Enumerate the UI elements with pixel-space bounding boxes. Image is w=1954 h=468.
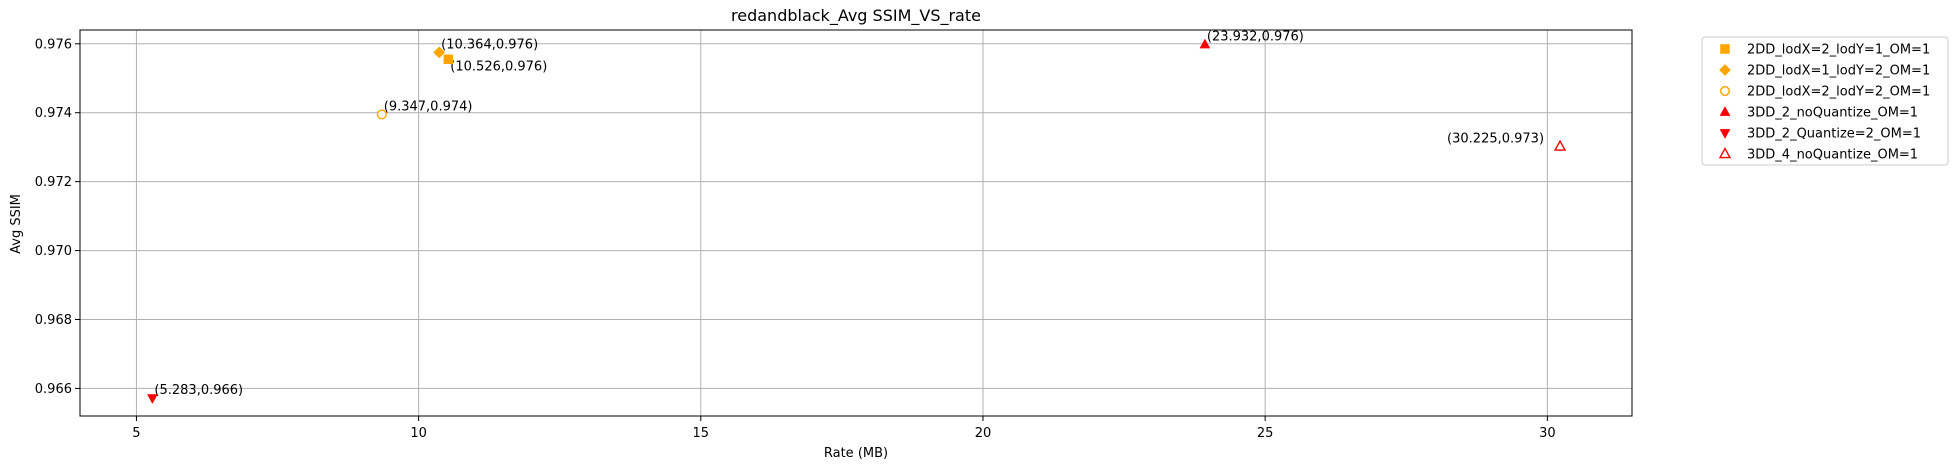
x-tick-label: 10 bbox=[410, 426, 427, 441]
x-tick-label: 20 bbox=[975, 426, 992, 441]
y-axis-ticks: 0.966 0.968 0.970 0.972 0.974 0.976 bbox=[35, 37, 80, 397]
legend-label: 3DD_4_noQuantize_OM=1 bbox=[1747, 148, 1918, 163]
legend-label: 2DD_lodX=1_lodY=2_OM=1 bbox=[1747, 64, 1930, 79]
data-label: (23.932,0.976) bbox=[1207, 29, 1304, 44]
grid-lines bbox=[80, 30, 1632, 416]
y-tick-label: 0.968 bbox=[35, 313, 72, 328]
data-label: (10.526,0.976) bbox=[450, 59, 547, 74]
data-point bbox=[1553, 139, 1567, 151]
y-axis-label: Avg SSIM bbox=[9, 194, 24, 254]
legend-item: 2DD_lodX=1_lodY=2_OM=1 bbox=[1719, 64, 1930, 79]
legend-marker bbox=[1720, 44, 1730, 54]
legend-item: 3DD_4_noQuantize_OM=1 bbox=[1718, 147, 1918, 163]
legend-marker bbox=[1719, 106, 1731, 116]
legend-label: 3DD_2_Quantize=2_OM=1 bbox=[1747, 127, 1921, 142]
data-point bbox=[433, 46, 446, 59]
chart-title: redandblack_Avg SSIM_VS_rate bbox=[731, 6, 981, 26]
x-axis-label: Rate (MB) bbox=[824, 446, 888, 461]
x-tick-label: 25 bbox=[1257, 426, 1274, 441]
data-label: (5.283,0.966) bbox=[154, 383, 243, 398]
data-label: (30.225,0.973) bbox=[1447, 131, 1544, 146]
legend-marker bbox=[1719, 64, 1731, 76]
plot-area bbox=[79, 29, 1633, 417]
y-tick-label: 0.976 bbox=[35, 37, 72, 52]
data-label: (10.364,0.976) bbox=[441, 37, 538, 52]
data-points bbox=[147, 38, 1567, 404]
data-point bbox=[376, 109, 387, 120]
y-tick-label: 0.974 bbox=[35, 106, 72, 121]
data-point bbox=[443, 54, 454, 65]
legend-label: 2DD_lodX=2_lodY=2_OM=1 bbox=[1747, 85, 1930, 100]
legend-item: 3DD_2_Quantize=2_OM=1 bbox=[1719, 127, 1921, 142]
x-tick-label: 30 bbox=[1539, 426, 1556, 441]
x-axis-ticks: 5 10 15 20 25 30 bbox=[132, 416, 1556, 441]
legend-box bbox=[1701, 36, 1949, 166]
legend-item: 3DD_2_noQuantize_OM=1 bbox=[1719, 106, 1918, 121]
legend-label: 3DD_2_noQuantize_OM=1 bbox=[1747, 106, 1918, 121]
y-tick-label: 0.970 bbox=[35, 244, 72, 259]
legend: 2DD_lodX=2_lodY=1_OM=1 2DD_lodX=1_lodY=2_… bbox=[1701, 36, 1949, 166]
x-tick-label: 5 bbox=[132, 426, 140, 441]
y-tick-label: 0.966 bbox=[35, 382, 72, 397]
data-point bbox=[147, 394, 158, 404]
legend-marker bbox=[1720, 86, 1730, 96]
data-labels: (10.526,0.976) (10.364,0.976) (9.347,0.974… bbox=[154, 29, 1544, 398]
legend-item: 2DD_lodX=2_lodY=2_OM=1 bbox=[1720, 85, 1930, 100]
legend-marker bbox=[1718, 147, 1732, 159]
data-point bbox=[1199, 38, 1211, 49]
x-tick-label: 15 bbox=[693, 426, 710, 441]
legend-marker bbox=[1719, 129, 1731, 139]
y-tick-label: 0.972 bbox=[35, 175, 72, 190]
legend-label: 2DD_lodX=2_lodY=1_OM=1 bbox=[1747, 43, 1930, 58]
legend-item: 2DD_lodX=2_lodY=1_OM=1 bbox=[1720, 43, 1930, 58]
data-label: (9.347,0.974) bbox=[384, 99, 473, 114]
